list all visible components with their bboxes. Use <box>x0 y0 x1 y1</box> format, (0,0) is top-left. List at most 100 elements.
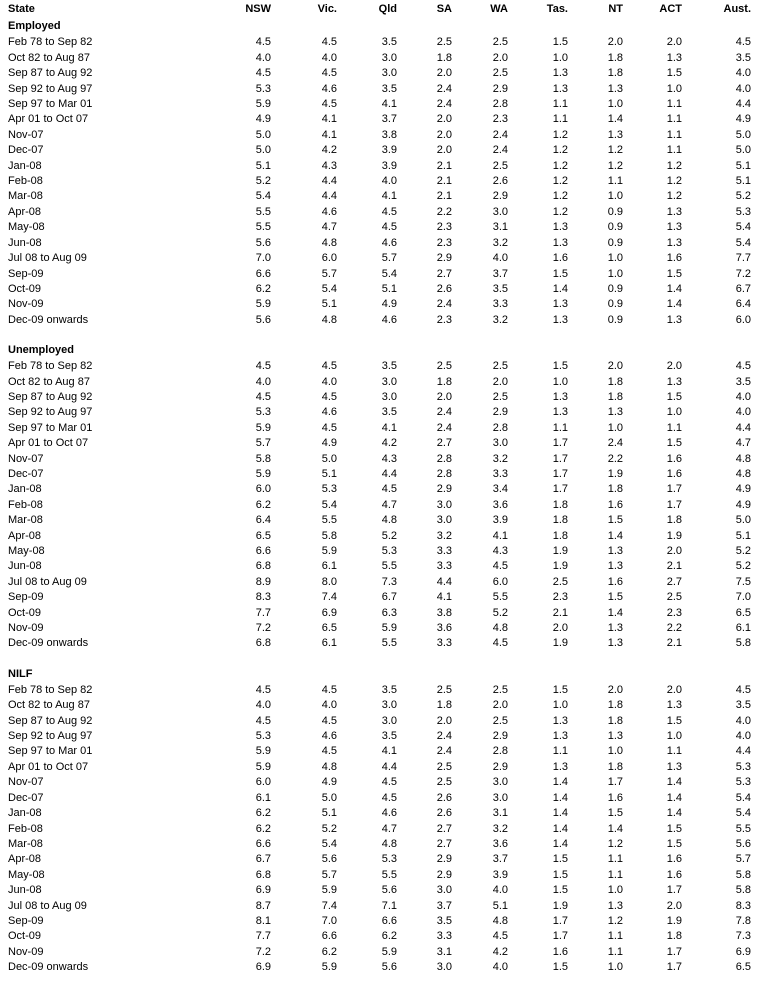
value-cell: 2.0 <box>492 51 508 64</box>
value-cell: 2.7 <box>666 575 682 588</box>
value-cell: 4.4 <box>735 98 751 111</box>
value-cell: 6.2 <box>321 945 337 958</box>
value-cell: 3.0 <box>436 961 452 974</box>
value-cell: 1.9 <box>552 560 568 573</box>
row-label-cell: Feb 78 to Sep 82 <box>8 683 93 696</box>
value-cell: 3.5 <box>381 730 397 743</box>
value-cell: 1.9 <box>552 545 568 557</box>
value-cell: 4.8 <box>492 914 508 927</box>
table-row: Sep 92 to Aug 97 5.3 4.6 3.5 2.4 2.9 1.3 1.3 1.0… <box>8 729 751 744</box>
value-cell: 7.2 <box>735 267 751 280</box>
value-cell: 5.5 <box>321 514 337 527</box>
table-row: Sep 92 to Aug 97 5.3 4.6 3.5 2.4 2.9 1.3 1.3 1.0… <box>8 82 751 97</box>
table-row: Mar-08 6.6 5.4 4.8 2.7 3.6 1.4 1.2 1.5 5.6 <box>8 837 751 852</box>
row-label-cell: Nov-07 <box>8 128 44 141</box>
value-cell: 6.1 <box>255 791 271 804</box>
value-cell: 3.5 <box>735 51 751 64</box>
value-cell: 1.0 <box>666 82 682 95</box>
table-row: Feb 78 to Sep 82 4.5 4.5 3.5 2.5 2.5 1.5 2.0 2.0… <box>8 359 751 374</box>
row-label-cell: Dec-07 <box>8 467 44 480</box>
value-cell: 1.3 <box>607 622 623 635</box>
value-cell: 5.4 <box>321 498 337 511</box>
value-cell: 2.4 <box>436 730 452 743</box>
row-label-cell: Jul 08 to Aug 09 <box>8 899 87 912</box>
value-cell: 4.7 <box>381 822 397 835</box>
value-cell: 4.2 <box>381 437 397 450</box>
value-cell: 6.9 <box>735 945 751 958</box>
value-cell: 2.9 <box>436 868 452 881</box>
value-cell: 3.5 <box>381 406 397 419</box>
value-cell: 5.4 <box>381 267 397 280</box>
value-cell: 1.8 <box>436 699 452 712</box>
value-cell: 3.5 <box>381 360 397 373</box>
value-cell: 2.9 <box>492 82 508 95</box>
value-cell: 5.9 <box>255 467 271 480</box>
value-cell: 1.4 <box>607 529 623 542</box>
value-cell: 1.1 <box>552 745 568 758</box>
row-label-cell: Mar-08 <box>8 190 43 203</box>
value-cell: 1.6 <box>666 467 682 480</box>
value-cell: 1.3 <box>552 390 568 403</box>
value-cell: 3.0 <box>381 51 397 64</box>
value-cell: 2.5 <box>492 683 508 696</box>
value-cell: 5.3 <box>321 483 337 496</box>
table-row: Apr 01 to Oct 07 4.9 4.1 3.7 2.0 2.3 1.1 1.4 1.1… <box>8 112 751 127</box>
value-cell: 4.6 <box>321 406 337 419</box>
value-cell: 2.5 <box>436 36 452 49</box>
value-cell: 3.2 <box>492 822 508 835</box>
row-label-cell: Sep-09 <box>8 591 44 604</box>
row-label-cell: Dec-07 <box>8 144 44 157</box>
value-cell: 2.4 <box>436 98 452 111</box>
table-row: Feb-08 6.2 5.2 4.7 2.7 3.2 1.4 1.4 1.5 5.5 <box>8 822 751 837</box>
value-cell: 4.3 <box>321 159 337 172</box>
value-cell: 1.3 <box>552 313 568 326</box>
value-cell: 4.4 <box>321 190 337 203</box>
value-cell: 3.7 <box>492 267 508 280</box>
value-cell: 2.5 <box>492 36 508 49</box>
value-cell: 3.5 <box>735 375 751 388</box>
table-row: Sep 87 to Aug 92 4.5 4.5 3.0 2.0 2.5 1.3 1.8 1.5… <box>8 66 751 81</box>
value-cell: 1.7 <box>607 776 623 789</box>
table-row: Feb 78 to Sep 82 4.5 4.5 3.5 2.5 2.5 1.5 2.0 2.0… <box>8 35 751 50</box>
value-cell: 1.3 <box>607 899 623 912</box>
value-cell: 7.0 <box>735 591 751 604</box>
value-cell: 4.0 <box>321 51 337 64</box>
table-row: Jan-08 6.2 5.1 4.6 2.6 3.1 1.4 1.5 1.4 5.4 <box>8 806 751 821</box>
row-label-cell: Jan-08 <box>8 159 42 172</box>
value-cell: 5.5 <box>735 822 751 835</box>
table-row: Jul 08 to Aug 09 8.9 8.0 7.3 4.4 6.0 2.5 1.6 2.7… <box>8 575 751 590</box>
value-cell: 1.8 <box>666 930 682 943</box>
table-row: Nov-09 7.2 6.5 5.9 3.6 4.8 2.0 1.3 2.2 6.1 <box>8 621 751 636</box>
value-cell: 1.7 <box>552 483 568 496</box>
value-cell: 2.0 <box>436 144 452 157</box>
value-cell: 5.4 <box>735 791 751 804</box>
value-cell: 3.0 <box>492 791 508 804</box>
value-cell: 6.0 <box>321 252 337 265</box>
value-cell: 1.8 <box>607 375 623 388</box>
value-cell: 5.8 <box>321 529 337 542</box>
row-label-cell: Sep 87 to Aug 92 <box>8 390 93 403</box>
value-cell: 3.2 <box>492 313 508 326</box>
value-cell: 4.7 <box>735 437 751 450</box>
value-cell: 2.0 <box>666 360 682 373</box>
value-cell: 5.4 <box>321 837 337 850</box>
column-header-row: State NSW Vic. Qld SA WA Tas. NT ACT Aust. <box>8 2 751 17</box>
table-row: Apr-08 6.7 5.6 5.3 2.9 3.7 1.5 1.1 1.6 5.7 <box>8 852 751 867</box>
value-cell: 4.4 <box>381 760 397 773</box>
value-cell: 1.0 <box>607 267 623 280</box>
value-cell: 2.0 <box>492 699 508 712</box>
value-cell: 3.6 <box>492 498 508 511</box>
value-cell: 5.7 <box>321 267 337 280</box>
value-cell: 2.3 <box>552 591 568 604</box>
value-cell: 4.0 <box>255 51 271 64</box>
value-cell: 6.5 <box>735 961 751 974</box>
value-cell: 5.2 <box>255 175 271 188</box>
value-cell: 0.9 <box>607 236 623 249</box>
value-cell: 1.0 <box>607 961 623 974</box>
state-statistics-table: State NSW Vic. Qld SA WA Tas. NT ACT Aust. Employ… <box>8 2 751 976</box>
value-cell: 2.3 <box>436 221 452 234</box>
value-cell: 1.3 <box>666 375 682 388</box>
value-cell: 1.3 <box>607 730 623 743</box>
value-cell: 3.0 <box>381 67 397 80</box>
value-cell: 2.3 <box>492 113 508 126</box>
